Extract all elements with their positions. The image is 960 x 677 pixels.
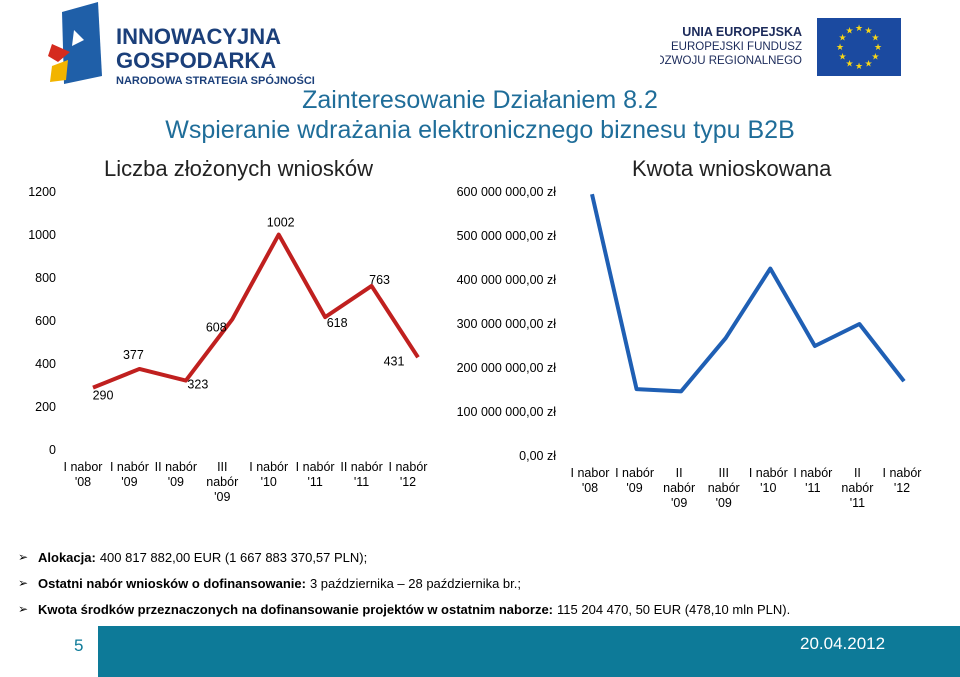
x-tick-label: I nabór '10: [249, 460, 288, 489]
y-tick-label: 400: [35, 357, 56, 371]
eu-fund-logo: UNIA EUROPEJSKA EUROPEJSKI FUNDUSZ ROZWO…: [660, 18, 901, 76]
chart-right: 0,00 zł 100 000 000,00 zł 200 000 000,00 z…: [457, 185, 922, 510]
logo-right-line1: UNIA EUROPEJSKA: [682, 25, 802, 39]
eu-star-icon: ★: [874, 43, 882, 53]
logo-right-line3: ROZWOJU REGIONALNEGO: [660, 55, 802, 67]
chart-left-title: Liczba złożonych wniosków: [104, 156, 374, 181]
y-tick-label: 100 000 000,00 zł: [457, 405, 557, 419]
data-label: 608: [206, 320, 227, 334]
logo-right-line2: EUROPEJSKI FUNDUSZ: [671, 41, 802, 53]
x-tick-label: II nabór '11: [841, 466, 873, 510]
footer-date: 20.04.2012: [800, 634, 886, 653]
data-label: 431: [384, 354, 405, 368]
bullet-label: Alokacja:: [38, 549, 96, 565]
arrow-bullet-icon: ➢: [18, 550, 29, 564]
x-tick-label: III nabór '09: [206, 460, 238, 504]
eu-star-icon: ★: [839, 53, 847, 63]
y-tick-label: 300 000 000,00 zł: [457, 317, 557, 331]
bullet-label: Kwota środków przeznaczonych na dofinans…: [38, 601, 554, 617]
bullet-last-call: ➢ Ostatni nabór wniosków o dofinansowani…: [18, 570, 958, 596]
x-tick-label: I nabór '11: [296, 460, 335, 489]
x-tick-label: I nabor '08: [571, 466, 610, 495]
page-number: 5: [74, 636, 84, 655]
y-tick-label: 600 000 000,00 zł: [457, 185, 557, 199]
logo-left-line2: GOSPODARKA: [116, 48, 276, 73]
bullet-allocation: ➢ Alokacja: 400 817 882,00 EUR (1 667 88…: [18, 544, 958, 570]
x-tick-label: I nabór '12: [389, 460, 428, 489]
eu-star-icon: ★: [839, 34, 847, 44]
x-tick-label: I nabór '09: [615, 466, 654, 495]
eu-star-icon: ★: [871, 53, 879, 63]
arrow-bullet-icon: ➢: [18, 576, 29, 590]
bullet-label: Ostatni nabór wniosków o dofinansowanie:: [38, 575, 306, 591]
x-tick-label: I nabór '09: [110, 460, 149, 489]
innowacyjna-gospodarka-logo: INNOWACYJNA GOSPODARKA NARODOWA STRATEGI…: [48, 2, 315, 87]
page-title-line1: Zainteresowanie Działaniem 8.2: [302, 86, 658, 114]
y-tick-label: 0: [49, 443, 56, 457]
y-tick-label: 200 000 000,00 zł: [457, 361, 557, 375]
eu-star-icon: ★: [864, 59, 872, 69]
eu-star-icon: ★: [836, 43, 844, 53]
eu-flag-icon: [817, 18, 901, 76]
data-label: 290: [93, 389, 114, 403]
data-label: 377: [123, 348, 144, 362]
bullet-text: 115 204 470, 50 EUR (478,10 mln PLN).: [557, 601, 791, 617]
bullet-funds: ➢ Kwota środków przeznaczonych na dofina…: [18, 596, 958, 622]
logo-left-line1: INNOWACYJNA: [116, 24, 281, 49]
eu-star-icon: ★: [855, 62, 863, 72]
eu-star-icon: ★: [845, 59, 853, 69]
y-tick-label: 1000: [28, 228, 56, 242]
x-tick-label: I nabór '12: [883, 466, 922, 495]
logo-left-line3: NARODOWA STRATEGIA SPÓJNOŚCI: [116, 74, 315, 87]
x-tick-label: II nabór '09: [663, 466, 695, 510]
eu-star-icon: ★: [864, 27, 872, 37]
x-tick-label: I nabor '08: [64, 460, 103, 489]
eu-star-icon: ★: [845, 27, 853, 37]
x-tick-label: III nabór '09: [708, 466, 740, 510]
page-title-line2: Wspieranie wdrażania elektronicznego biz…: [165, 116, 795, 144]
bullet-list: ➢ Alokacja: 400 817 882,00 EUR (1 667 88…: [18, 544, 958, 622]
y-tick-label: 500 000 000,00 zł: [457, 229, 557, 243]
arrow-bullet-icon: ➢: [18, 602, 29, 616]
y-tick-label: 0,00 zł: [519, 449, 556, 463]
data-label: 323: [187, 378, 208, 392]
footer-bar: [0, 626, 960, 677]
bullet-text: 400 817 882,00 EUR (1 667 883 370,57 PLN…: [99, 549, 368, 565]
bullet-text: 3 października – 28 października br.;: [309, 575, 521, 591]
data-label: 763: [369, 273, 390, 287]
data-label: 1002: [267, 216, 295, 230]
y-tick-label: 800: [35, 271, 56, 285]
y-tick-label: 600: [35, 314, 56, 328]
x-tick-label: II nabór '11: [340, 460, 382, 489]
y-tick-label: 200: [35, 400, 56, 414]
x-tick-label: I nabór '10: [749, 466, 788, 495]
series-line: [590, 193, 906, 394]
eu-star-icon: ★: [855, 24, 863, 34]
data-label: 618: [327, 316, 348, 330]
series-line: [92, 232, 420, 390]
footer-page-box: [0, 626, 98, 677]
chart-left: 0 200 400 600 800 1000 1200 I nabor '08I nabór '0…: [28, 185, 427, 504]
y-tick-label: 400 000 000,00 zł: [457, 273, 557, 287]
chart-right-title: Kwota wnioskowana: [632, 156, 832, 181]
x-tick-label: II nabór '09: [155, 460, 197, 489]
eu-star-icon: ★: [871, 34, 879, 44]
x-tick-label: I nabór '11: [793, 466, 832, 495]
y-tick-label: 1200: [28, 185, 56, 199]
